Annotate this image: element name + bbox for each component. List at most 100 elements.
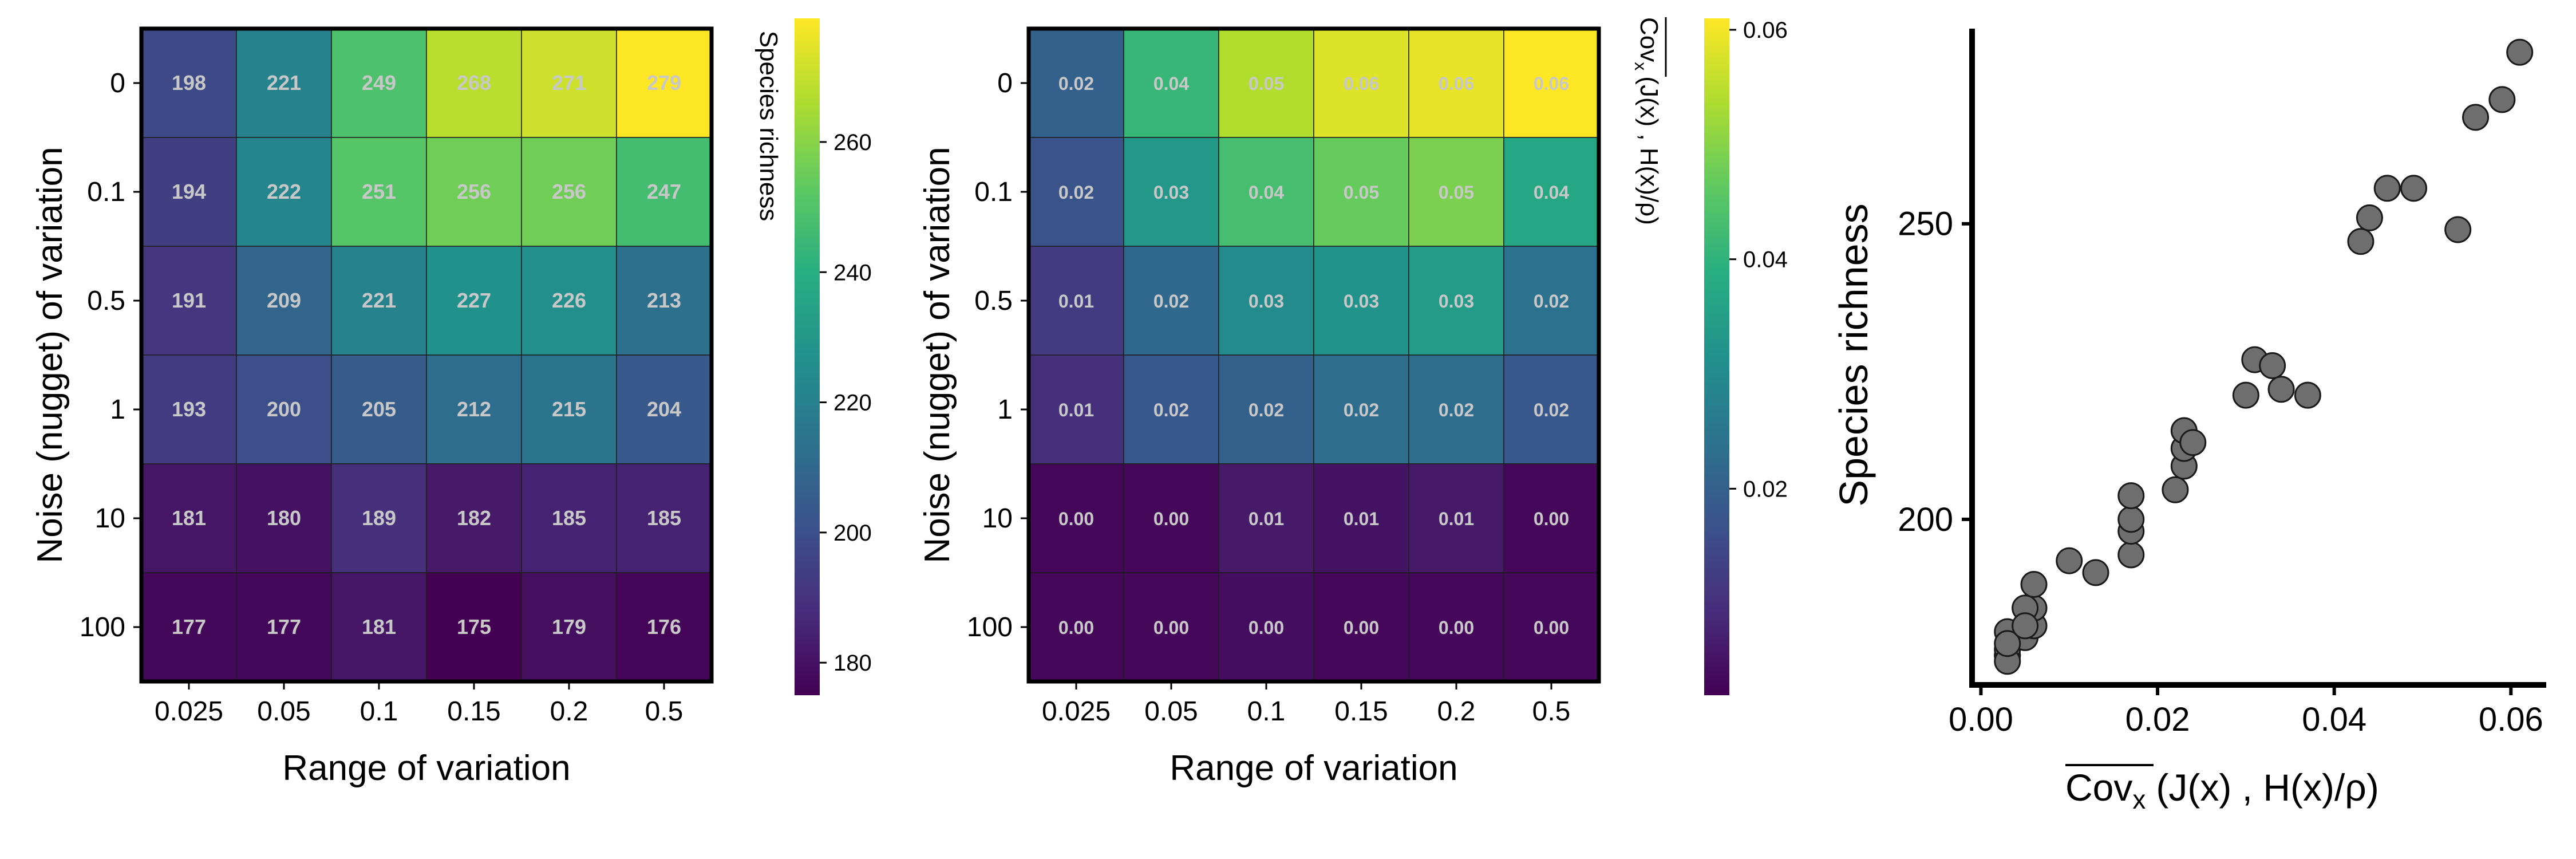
heatmap1-cell-label: 215 [552, 397, 586, 421]
scatter-point [2020, 570, 2048, 598]
heatmap1-y-axis-title: Noise (nugget) of variation [30, 147, 70, 563]
colorbar-tick-label: 0.02 [1743, 476, 1788, 502]
heatmap1-cell [236, 137, 332, 247]
heatmap1-cell-label: 212 [457, 397, 491, 421]
heatmap1-cell-label: 181 [172, 506, 206, 530]
heatmap1-cell-label: 185 [647, 506, 681, 530]
heatmap1-x-ticks: 0.025 0.05 0.1 0.15 0.2 0.5 [155, 681, 683, 727]
colorbar1-ticks: 180 200 220 240 260 [820, 130, 872, 676]
scatter-point [2012, 612, 2039, 640]
scatter-point [2444, 216, 2472, 243]
heatmap1-cell [426, 354, 522, 464]
heatmap1-cell-label: 205 [362, 397, 396, 421]
heatmap2-cell [1408, 572, 1504, 682]
heatmap2-cell [1218, 137, 1314, 247]
heatmap1-cell [616, 246, 712, 356]
heatmap1-cell-label: 189 [362, 506, 396, 530]
heatmap2-frame [1026, 26, 1601, 684]
x-tick-label: 0.06 [2479, 701, 2543, 738]
heatmap1-cell-label: 221 [267, 71, 301, 94]
scatter-point [2506, 38, 2534, 66]
scatter-x-ticks: 0.00 0.02 0.04 0.06 [1949, 685, 2543, 738]
heatmap1-x-axis-title: Range of variation [282, 748, 570, 788]
heatmap1-cell-label: 247 [647, 180, 681, 203]
heatmap2-cell-label: 0.03 [1153, 182, 1189, 203]
heatmap2-cell-label: 0.02 [1153, 291, 1189, 312]
heatmap2-cell [1503, 572, 1599, 682]
heatmap2-cell-label: 0.02 [1439, 400, 1474, 420]
heatmap2-cell [1123, 354, 1219, 464]
heatmap2-cell-label: 0.03 [1439, 291, 1474, 312]
heatmap2-cell [1503, 137, 1599, 247]
heatmap1-cell [521, 463, 617, 573]
heatmap1-cell-label: 209 [267, 289, 301, 312]
scatter-point [2232, 381, 2259, 409]
scatter-points [1994, 38, 2534, 675]
heatmap2-cell [1123, 28, 1219, 138]
y-tick-label: 100 [967, 612, 1013, 643]
heatmap1-cell-label: 175 [457, 615, 491, 639]
heatmap-species-richness: 198 221 249 268 271 279 194 222 251 256 256 247 191 2… [30, 18, 872, 788]
heatmap-covariance: 0.02 0.04 0.05 0.06 0.06 0.06 0.02 0.03 0.04 0.05… [918, 17, 1788, 788]
heatmap2-cell-label: 0.02 [1534, 400, 1569, 420]
heatmap2-cell-label: 0.02 [1534, 291, 1569, 312]
heatmap2-cell-label: 0.00 [1534, 509, 1569, 529]
colorbar1 [795, 18, 820, 695]
scatter-x-axis-title: Covx (J(x) , H(x)/ρ) [2065, 764, 2379, 814]
heatmap1-cell-label: 198 [172, 71, 206, 94]
scatter-point [2267, 376, 2295, 403]
heatmap2-cell [1408, 137, 1504, 247]
heatmap1-cell [616, 137, 712, 247]
heatmap1-cell [521, 572, 617, 682]
heatmap2-cell [1313, 246, 1409, 356]
scatter-y-axis-title: Species richness [1831, 203, 1876, 506]
heatmap2-cells [1028, 28, 1599, 682]
heatmap1-cell-label: 221 [362, 289, 396, 312]
heatmap1-cell-label: 191 [172, 289, 206, 312]
colorbar-tick-label: 0.06 [1743, 18, 1788, 43]
heatmap2-cell-labels: 0.02 0.04 0.05 0.06 0.06 0.06 0.02 0.03 0.04 0.05… [1058, 73, 1569, 638]
heatmap2-cell-label: 0.06 [1344, 73, 1379, 94]
heatmap2-cell-label: 0.00 [1534, 617, 1569, 638]
heatmap1-cell [141, 354, 237, 464]
x-tick-label: 0.15 [1334, 696, 1388, 727]
heatmap1-cell-label: 251 [362, 180, 396, 203]
heatmap1-cell-label: 213 [647, 289, 681, 312]
scatter-point [2400, 175, 2428, 202]
scatter-richness-vs-covariance: 0.00 0.02 0.04 0.06 200 250 Species richness… [1831, 29, 2546, 814]
heatmap2-cell [1503, 28, 1599, 138]
heatmap1-cell-label: 226 [552, 289, 586, 312]
y-tick-label: 0.5 [87, 286, 125, 316]
heatmap2-cell-label: 0.02 [1153, 400, 1189, 420]
heatmap2-cell-label: 0.00 [1153, 509, 1189, 529]
heatmap1-cell [236, 246, 332, 356]
heatmap1-cell [616, 28, 712, 138]
svg-text:Covx(J(x) , H(x)/ρ): Covx (J(x) , H(x)/ρ) [1631, 17, 1663, 225]
heatmap2-cell-label: 0.06 [1534, 73, 1569, 94]
heatmap1-cell [616, 572, 712, 682]
heatmap2-cell-label: 0.00 [1439, 617, 1474, 638]
heatmap1-cell [141, 28, 237, 138]
heatmap1-cell [141, 246, 237, 356]
heatmap2-cell-label: 0.00 [1249, 617, 1284, 638]
colorbar2-label-subscript: x [1631, 62, 1650, 70]
heatmap2-cell [1028, 137, 1124, 247]
heatmap1-cell-label: 194 [172, 180, 206, 203]
heatmap2-cell-label: 0.00 [1153, 617, 1189, 638]
heatmap2-cell [1313, 572, 1409, 682]
heatmap1-cell-label: 256 [552, 180, 586, 203]
heatmap2-y-axis-title: Noise (nugget) of variation [918, 147, 957, 563]
y-tick-label: 0.1 [87, 177, 125, 207]
colorbar2-label: Covx (J(x) , H(x)/ρ) [1631, 17, 1667, 225]
x-tick-label: 0.1 [360, 696, 398, 727]
heatmap2-cell [1123, 463, 1219, 573]
x-tick-label: 0.025 [1042, 696, 1111, 727]
colorbar-tick-label: 260 [833, 130, 872, 155]
heatmap1-cells [141, 28, 712, 682]
scatter-point [2347, 228, 2374, 255]
heatmap2-cell [1218, 246, 1314, 356]
heatmap2-cell-label: 0.06 [1439, 73, 1474, 94]
x-tick-label: 0.05 [1144, 696, 1198, 727]
heatmap2-cell [1218, 463, 1314, 573]
scatter-point [2117, 482, 2145, 510]
